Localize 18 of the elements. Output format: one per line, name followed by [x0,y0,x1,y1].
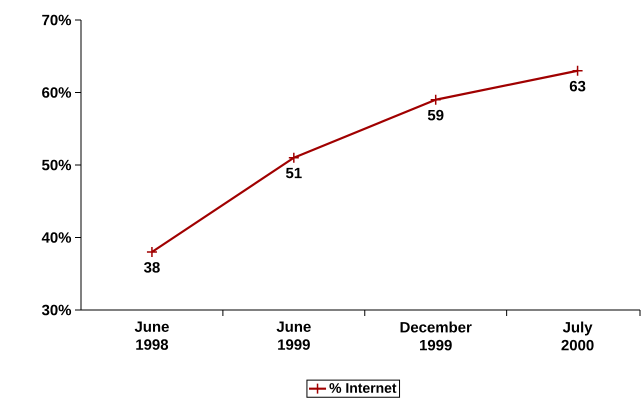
point [430,94,442,106]
x-tick-label: December 1999 [400,322,472,350]
y-tick-label: 60% [42,87,72,98]
x-tick-label: June 1999 [276,322,311,350]
y-tick-label: 70% [42,14,72,26]
point [288,152,300,164]
y-tick-label: 50% [42,160,72,170]
data-label: 59 [428,110,444,120]
legend-label: % Internet [329,383,396,393]
data-label: 63 [570,80,586,92]
data-label: 38 [144,262,160,273]
point [146,246,158,258]
data-label: 51 [286,168,302,178]
point [572,65,584,76]
y-tick-label: 30% [42,304,72,316]
x-tick-label: June 1998 [134,322,169,350]
x-tick-label: July 2000 [561,322,594,350]
y-tick-label: 40% [42,232,72,243]
